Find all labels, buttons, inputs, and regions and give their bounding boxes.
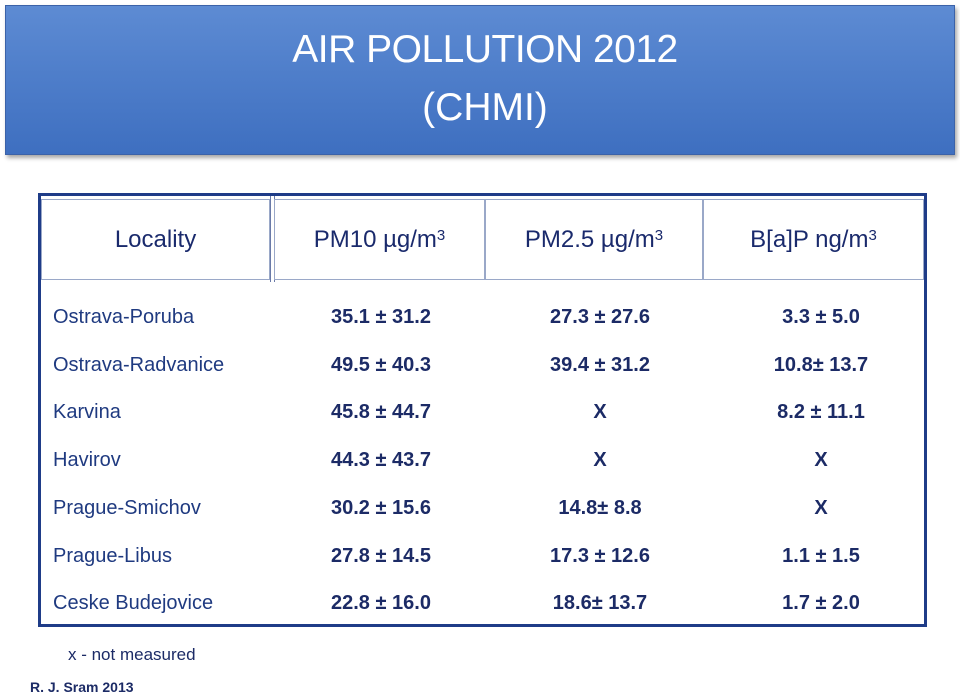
pm10-value: 44.3 ± 43.7 bbox=[331, 449, 431, 472]
header-text: Locality bbox=[114, 225, 197, 253]
bap-value: 3.3 ± 5.0 bbox=[782, 306, 860, 328]
header-superscript: 3 bbox=[868, 227, 877, 244]
locality: Ceske Budejovice bbox=[53, 592, 214, 615]
pm10-value: 27.8 ± 14.5 bbox=[331, 544, 431, 567]
pm25-value: 18.6± 13.7 bbox=[552, 592, 648, 615]
locality: Karvina bbox=[53, 401, 121, 424]
locality: Prague-Libus bbox=[53, 544, 172, 567]
column-header: B[a]P ng/m 3 bbox=[703, 199, 924, 280]
bap-value: 10.8± 13.7 bbox=[773, 353, 869, 376]
pm25-value: 17.3 ± 12.6 bbox=[550, 544, 650, 567]
subtitle: (CHMI) bbox=[422, 86, 548, 129]
pm25-value: X bbox=[593, 449, 607, 472]
bap-value: X bbox=[814, 496, 828, 519]
locality: Havirov bbox=[53, 449, 121, 472]
header-text: PM2.5 µg/m bbox=[524, 225, 655, 253]
title-banner: AIR POLLUTION 2012 (CHMI) bbox=[5, 5, 955, 155]
header-text: PM10 µg/m bbox=[313, 225, 437, 253]
pm10-value: 30.2 ± 15.6 bbox=[331, 496, 431, 519]
pm25-value: 27.3 ± 27.6 bbox=[550, 306, 650, 328]
pm10-value: 35.1 ± 31.2 bbox=[331, 306, 431, 328]
header-superscript: 3 bbox=[654, 227, 664, 244]
author: R. J. Sram 2013 bbox=[30, 679, 134, 695]
bap-value: 1.7 ± 2.0 bbox=[782, 592, 860, 615]
pm10-value: 45.8 ± 44.7 bbox=[331, 401, 431, 424]
pm10-value: 22.8 ± 16.0 bbox=[331, 592, 431, 615]
header-superscript: 3 bbox=[436, 227, 446, 244]
footnote: x - not measured bbox=[68, 645, 196, 664]
bap-value: 1.1 ± 1.5 bbox=[782, 544, 860, 567]
pm25-value: X bbox=[593, 401, 607, 424]
column-header: PM10 µg/m 3 bbox=[274, 199, 485, 280]
locality: Ostrava-Poruba bbox=[53, 306, 195, 328]
pm25-value: 39.4 ± 31.2 bbox=[550, 353, 650, 376]
column-header: PM2.5 µg/m 3 bbox=[485, 199, 703, 280]
pm25-value: 14.8± 8.8 bbox=[558, 496, 642, 519]
locality: Prague-Smichov bbox=[53, 496, 201, 519]
table: Locality PM10 µg/m 3 PM2.5 µg/m 3 B[a]P ng/m 3… bbox=[38, 193, 927, 627]
bap-value: X bbox=[814, 449, 828, 472]
locality: Ostrava-Radvanice bbox=[53, 353, 225, 376]
header-text: B[a]P ng/m bbox=[750, 225, 869, 253]
pm10-value: 49.5 ± 40.3 bbox=[331, 353, 431, 376]
column-header: Locality bbox=[41, 199, 270, 280]
title: AIR POLLUTION 2012 bbox=[292, 28, 678, 71]
bap-value: 8.2 ± 11.1 bbox=[777, 401, 865, 424]
